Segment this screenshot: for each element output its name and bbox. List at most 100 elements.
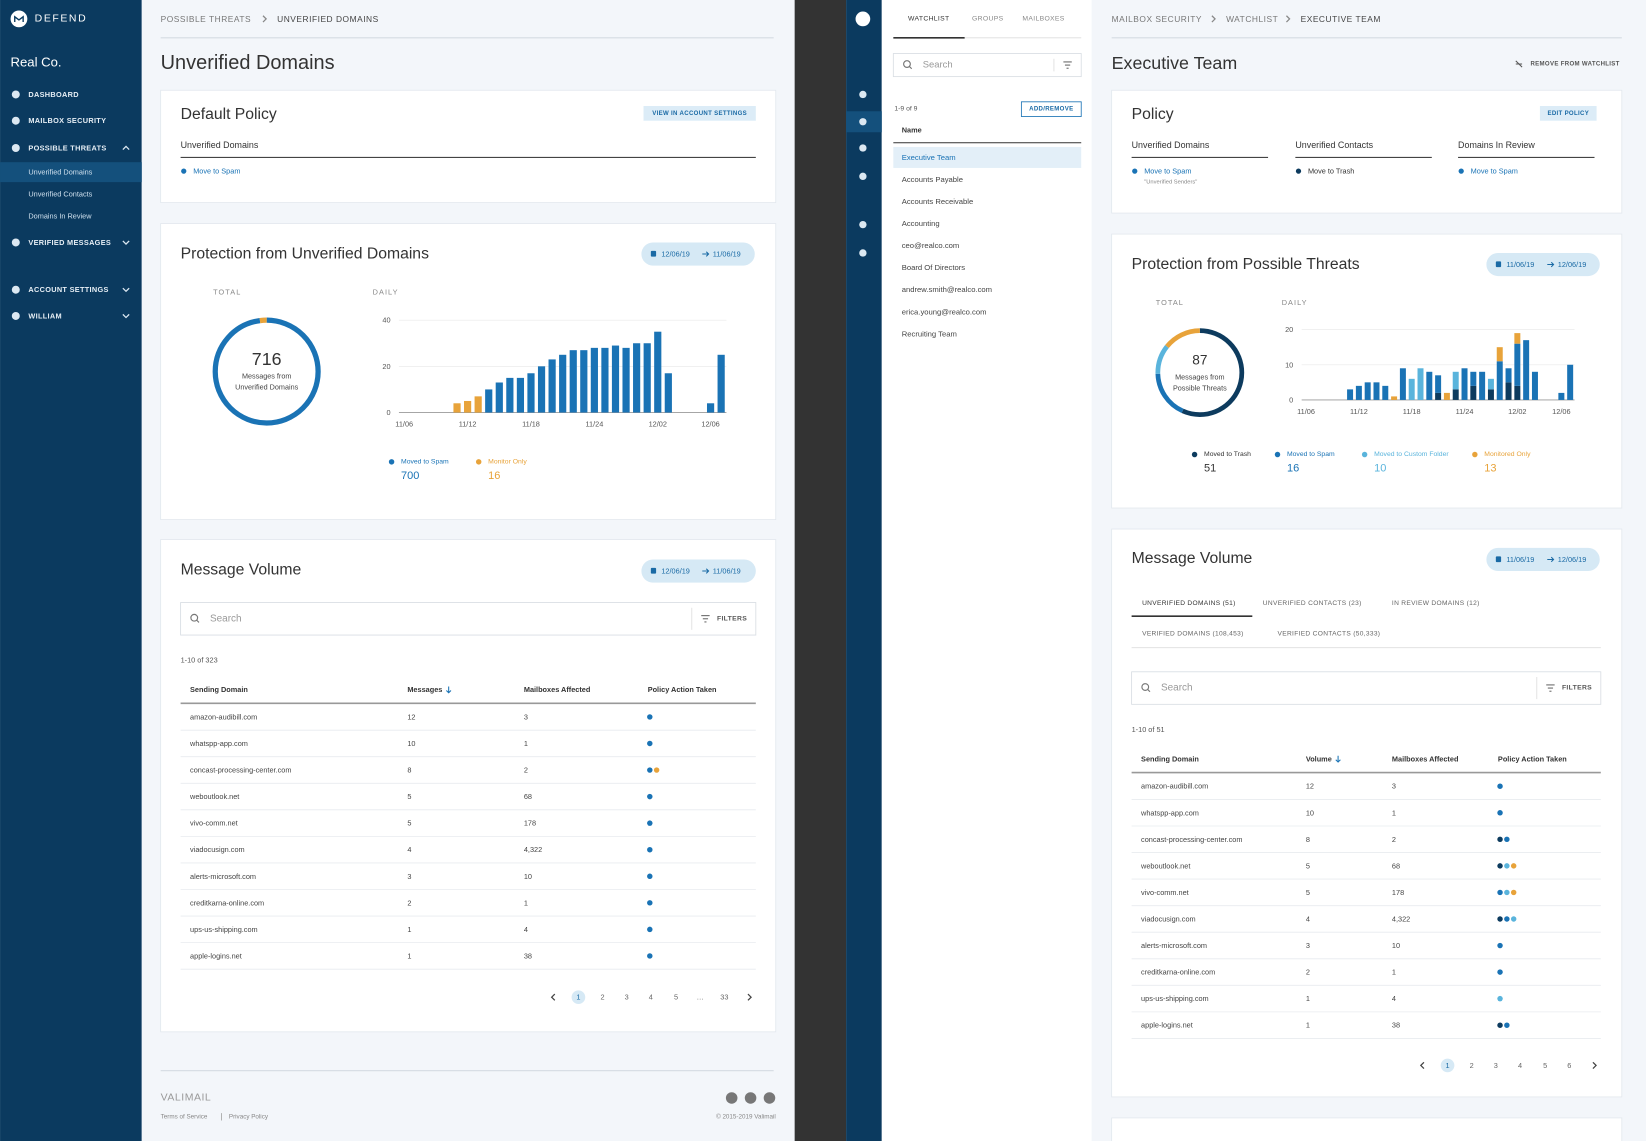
table-cell: apple-logins.net <box>1141 1021 1193 1030</box>
page-number[interactable]: 6 <box>1567 1061 1571 1070</box>
copyright: © 2015-2019 Valimail <box>716 1112 776 1120</box>
policy-dot <box>1497 943 1502 948</box>
policy-dot <box>1504 1022 1509 1027</box>
page-number[interactable]: 2 <box>1470 1061 1474 1070</box>
column-header[interactable]: Volume <box>1306 754 1332 763</box>
filter-label[interactable]: FILTERS <box>717 615 747 622</box>
nav-subitem[interactable]: Domains In Review <box>28 212 92 221</box>
nav-item[interactable]: ACCOUNT SETTINGS <box>28 285 108 294</box>
table-cell: whatspp-app.com <box>189 739 248 748</box>
result-count: 1-10 of 51 <box>1132 725 1165 734</box>
legend-dot <box>1472 452 1477 457</box>
tab[interactable]: GROUPS <box>972 15 1004 22</box>
page-number[interactable]: … <box>697 993 704 1002</box>
button-label[interactable]: ADD/REMOVE <box>1029 106 1073 113</box>
page-number[interactable]: 1 <box>576 993 580 1002</box>
bar <box>580 350 587 412</box>
page-number[interactable]: 1 <box>1446 1061 1450 1070</box>
policy-dot <box>1497 996 1502 1001</box>
page-number[interactable]: 4 <box>1518 1061 1522 1070</box>
search-placeholder[interactable]: Search <box>923 60 953 71</box>
nav-item[interactable]: DASHBOARD <box>28 90 78 99</box>
legend-dot <box>1362 452 1367 457</box>
page-number[interactable]: 2 <box>601 993 605 1002</box>
button-label[interactable]: EDIT POLICY <box>1547 110 1589 117</box>
policy-dot <box>647 767 652 772</box>
watchlist-item[interactable]: erica.young@realco.com <box>902 307 987 316</box>
nav-subitem[interactable]: Unverified Domains <box>28 168 92 177</box>
date-to: 12/06/19 <box>1558 555 1587 564</box>
search-placeholder[interactable]: Search <box>210 613 242 624</box>
donut-total: 716 <box>252 349 282 369</box>
social-icon <box>745 1092 757 1104</box>
bar <box>527 373 534 412</box>
page-number[interactable]: 3 <box>1494 1061 1498 1070</box>
tab[interactable]: IN REVIEW DOMAINS (12) <box>1392 600 1480 607</box>
table-cell: 3 <box>524 712 528 721</box>
bar <box>1435 393 1441 400</box>
watchlist-item[interactable]: Recruiting Team <box>902 329 957 338</box>
remove-link[interactable]: REMOVE FROM WATCHLIST <box>1530 61 1619 68</box>
page-number[interactable]: 5 <box>674 993 678 1002</box>
filter-label[interactable]: FILTERS <box>1562 685 1592 692</box>
bar <box>485 389 492 412</box>
tab[interactable]: UNVERIFIED DOMAINS (51) <box>1142 600 1236 607</box>
page-number[interactable]: 4 <box>649 993 653 1002</box>
y-tick-label: 10 <box>1285 360 1293 369</box>
tab[interactable]: MAILBOXES <box>1022 15 1064 22</box>
result-count: 1-10 of 323 <box>181 656 218 665</box>
calendar-icon <box>1496 261 1501 267</box>
legend-label: Monitor Only <box>488 458 527 465</box>
column-header[interactable]: Messages <box>407 685 442 694</box>
table-cell: 1 <box>1392 808 1396 817</box>
policy-dot <box>647 953 652 958</box>
watchlist-item[interactable]: Accounts Receivable <box>902 197 974 206</box>
nav-subitem[interactable]: Unverified Contacts <box>28 190 92 199</box>
button-label[interactable]: VIEW IN ACCOUNT SETTINGS <box>652 110 747 117</box>
watchlist-item[interactable]: Executive Team <box>902 153 956 162</box>
date-from: 12/06/19 <box>661 250 690 259</box>
nav-icon <box>12 286 20 294</box>
tab[interactable]: UNVERIFIED CONTACTS (23) <box>1263 600 1362 607</box>
search-placeholder[interactable]: Search <box>1161 683 1193 694</box>
search-box[interactable] <box>181 603 756 636</box>
page-number[interactable]: 5 <box>1543 1061 1547 1070</box>
nav-item[interactable]: MAILBOX SECURITY <box>28 116 106 125</box>
rail-icon <box>859 249 866 256</box>
rail-icon <box>859 144 866 151</box>
tab[interactable]: VERIFIED CONTACTS (50,333) <box>1278 631 1381 638</box>
tab[interactable]: WATCHLIST <box>908 15 949 22</box>
nav-item[interactable]: WILLIAM <box>28 311 62 320</box>
watchlist-item[interactable]: Accounts Payable <box>902 175 963 184</box>
page-number[interactable]: 33 <box>720 993 728 1002</box>
nav-item[interactable]: VERIFIED MESSAGES <box>28 238 111 247</box>
card-title: Policy <box>1132 106 1174 123</box>
watchlist-item[interactable]: Board Of Directors <box>902 263 966 272</box>
date-to: 11/06/19 <box>713 567 741 576</box>
search-box[interactable] <box>1132 672 1601 705</box>
breadcrumb[interactable]: POSSIBLE THREATS <box>161 14 251 24</box>
table-cell: weboutlook.net <box>1140 861 1190 870</box>
x-tick-label: 11/18 <box>522 420 540 429</box>
tab[interactable]: VERIFIED DOMAINS (108,453) <box>1142 631 1243 638</box>
policy-dot <box>181 168 186 173</box>
breadcrumb[interactable]: WATCHLIST <box>1226 14 1278 24</box>
watchlist-item[interactable]: ceo@realco.com <box>902 241 960 250</box>
breadcrumb[interactable]: MAILBOX SECURITY <box>1112 14 1202 24</box>
page-number[interactable]: 3 <box>625 993 629 1002</box>
watchlist-item[interactable]: Accounting <box>902 219 940 228</box>
bar <box>591 348 598 413</box>
nav-icon <box>12 144 20 152</box>
footer-link[interactable]: Privacy Policy <box>229 1113 269 1120</box>
watchlist-item[interactable]: andrew.smith@realco.com <box>902 285 992 294</box>
search-box[interactable] <box>893 54 1081 77</box>
column-header: Sending Domain <box>1141 754 1199 763</box>
bar <box>622 348 629 413</box>
nav-item[interactable]: POSSIBLE THREATS <box>28 144 106 153</box>
footer-link[interactable]: Terms of Service <box>161 1113 208 1120</box>
y-tick-label: 40 <box>382 316 390 325</box>
date-from: 11/06/19 <box>1506 555 1534 564</box>
bar <box>601 348 608 413</box>
bar <box>1514 386 1520 400</box>
bar <box>517 378 524 413</box>
